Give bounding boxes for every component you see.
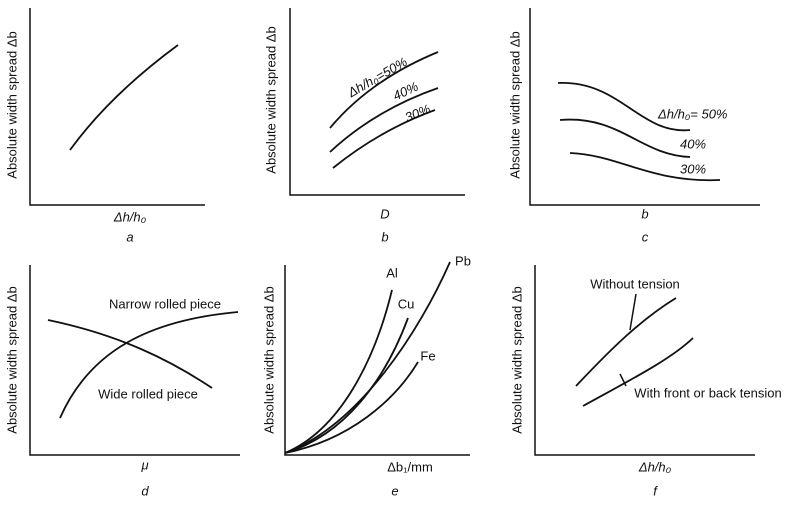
y-label: Absolute width spread Δb [509, 286, 524, 433]
annotation: Without tension [590, 276, 680, 291]
annotation: Cu [398, 296, 415, 311]
panel-d: Absolute width spread Δb Narrow rolled p… [4, 265, 240, 498]
y-label: Absolute width spread Δb [4, 286, 19, 433]
annotation: 30% [403, 101, 433, 125]
panel-f: Absolute width spread Δb Without tension… [509, 265, 782, 498]
x-label: Δh/h₀ [638, 459, 672, 474]
curve [284, 361, 419, 454]
caption: a [126, 229, 133, 244]
x-label: b [641, 206, 648, 221]
axes [529, 8, 760, 206]
panel-c: Absolute width spread Δb Δh/h₀= 50% 40% … [507, 8, 760, 244]
x-label: μ [140, 457, 148, 472]
annotation: With front or back tension [634, 385, 781, 400]
curve [284, 289, 393, 454]
axes [534, 265, 755, 456]
curve [69, 44, 179, 151]
curve [47, 319, 213, 389]
curve [575, 297, 677, 387]
annotation: 40% [680, 136, 706, 151]
y-label: Absolute width spread Δb [507, 31, 522, 178]
y-label: Absolute width spread Δb [4, 31, 19, 178]
annotation: 30% [680, 161, 706, 176]
caption: e [391, 483, 398, 498]
y-label: Absolute width spread Δb [263, 26, 278, 173]
x-label: Δb₁/mm [387, 459, 433, 474]
caption: d [141, 483, 149, 498]
caption: b [381, 229, 388, 244]
curve [59, 311, 239, 419]
annotation: 40% [391, 79, 421, 104]
axes [29, 265, 240, 456]
caption: f [653, 483, 658, 498]
caption: c [642, 229, 649, 244]
leader-line [619, 373, 627, 387]
y-label: Absolute width spread Δb [261, 286, 276, 433]
curve [582, 337, 694, 407]
annotation: Al [386, 265, 398, 280]
x-label: D [380, 206, 389, 221]
curve [284, 317, 409, 454]
annotation: Pb [455, 253, 471, 268]
axes [289, 8, 465, 196]
x-label: Δh/h₀ [113, 209, 147, 224]
leader-line [629, 293, 637, 331]
curve [559, 118, 691, 158]
panel-e: Absolute width spread Δb Al Cu Fe Pb Δb₁… [261, 253, 471, 498]
annotation: Δh/h₀= 50% [657, 106, 728, 121]
annotation: Fe [420, 348, 435, 363]
curve [329, 51, 439, 129]
curve [332, 109, 436, 169]
panel-b: Absolute width spread Δb Δh/h₀=50% 40% 3… [263, 8, 465, 244]
annotation: Wide rolled piece [98, 386, 198, 401]
axes [29, 8, 205, 206]
curve [569, 152, 721, 182]
panel-a: Absolute width spread Δb Δh/h₀ a [4, 8, 205, 244]
axes [284, 265, 470, 456]
annotation: Narrow rolled piece [109, 296, 221, 311]
curve [329, 87, 439, 153]
curve [557, 82, 691, 132]
curve [284, 261, 451, 454]
